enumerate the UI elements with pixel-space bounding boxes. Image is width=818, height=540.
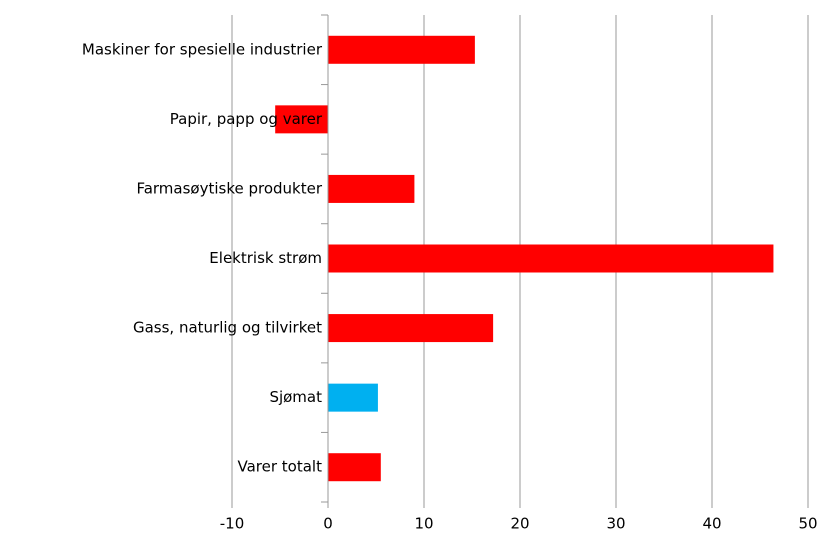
y-tick-label: Farmasøytiske produkter xyxy=(136,179,322,197)
y-tick-label: Elektrisk strøm xyxy=(209,249,322,267)
x-tick-label: -10 xyxy=(220,515,245,533)
x-tick-label: 10 xyxy=(414,515,433,533)
x-tick-label: 30 xyxy=(606,515,625,533)
y-tick-label: Papir, papp og varer xyxy=(170,110,323,128)
bar xyxy=(328,35,475,64)
bar xyxy=(328,453,381,482)
x-tick-label: 40 xyxy=(702,515,721,533)
y-tick-label: Sjømat xyxy=(269,388,322,406)
x-tick-label: 50 xyxy=(798,515,817,533)
bar xyxy=(275,105,328,134)
x-tick-label: 0 xyxy=(323,515,333,533)
y-tick-label: Gass, naturlig og tilvirket xyxy=(133,319,322,337)
bar xyxy=(328,383,378,412)
x-tick-label: 20 xyxy=(510,515,529,533)
y-tick-label: Maskiner for spesielle industrier xyxy=(82,40,323,58)
bar xyxy=(328,174,415,203)
y-tick-label: Varer totalt xyxy=(238,458,323,476)
bar xyxy=(328,314,494,343)
bar xyxy=(328,244,774,273)
